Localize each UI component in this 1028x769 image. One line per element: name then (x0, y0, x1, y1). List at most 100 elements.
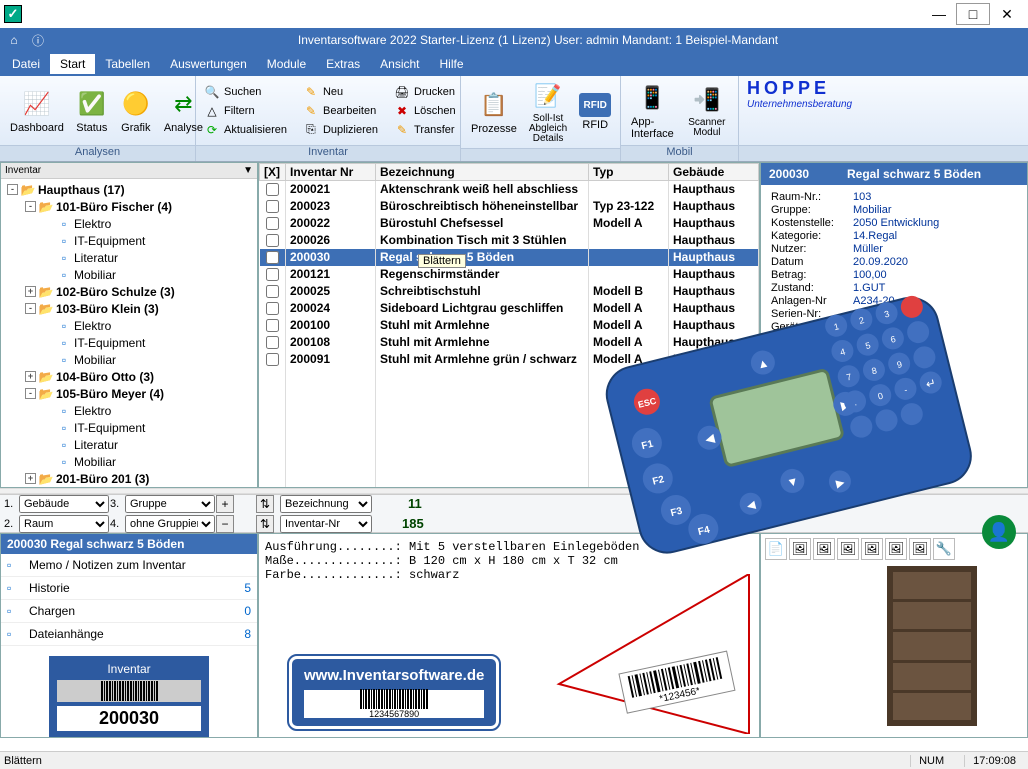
loeschen-button[interactable]: ✖Löschen (390, 102, 460, 120)
tree-leaf[interactable]: ▫Mobiliar (3, 453, 255, 470)
maximize-button[interactable]: □ (956, 3, 990, 25)
grid-pane[interactable]: [X]Inventar NrBezeichnungTypGebäude20002… (258, 162, 760, 488)
grafik-button[interactable]: 🟡Grafik (114, 86, 158, 136)
row-checkbox[interactable] (266, 183, 279, 196)
tree-folder[interactable]: +📂104-Büro Otto (3) (3, 368, 255, 385)
tree-leaf[interactable]: ▫Elektro (3, 215, 255, 232)
table-row[interactable]: 200026Kombination Tisch mit 3 StühlenHau… (260, 232, 759, 249)
suchen-button[interactable]: 🔍Suchen (200, 83, 291, 101)
menu-extras[interactable]: Extras (316, 54, 370, 74)
menu-tabellen[interactable]: Tabellen (95, 54, 160, 74)
filter-1[interactable]: Gebäude (19, 495, 109, 513)
remove-filter-button[interactable]: − (216, 515, 234, 533)
tool-1[interactable]: 🖼 (789, 538, 811, 560)
menu-auswertungen[interactable]: Auswertungen (160, 54, 257, 74)
row-checkbox[interactable] (266, 353, 279, 366)
row-checkbox[interactable] (266, 234, 279, 247)
info-item[interactable]: ▫Historie5 (1, 577, 257, 600)
row-checkbox[interactable] (266, 319, 279, 332)
tree-body[interactable]: -📂Haupthaus (17)-📂101-Büro Fischer (4)▫E… (1, 179, 257, 487)
drucken-button[interactable]: 🖨Drucken (390, 83, 460, 101)
table-row[interactable]: 200024Sideboard Lichtgrau geschliffenMod… (260, 300, 759, 317)
tool-2[interactable]: 🖼 (813, 538, 835, 560)
aktualisieren-button[interactable]: ⟳Aktualisieren (200, 121, 291, 139)
table-row[interactable]: 200121RegenschirmständerHaupthaus (260, 266, 759, 283)
tree-folder[interactable]: -📂103-Büro Klein (3) (3, 300, 255, 317)
minimize-button[interactable]: — (922, 3, 956, 25)
prozesse-button[interactable]: 📋Prozesse (465, 87, 523, 137)
dashboard-button[interactable]: 📈Dashboard (4, 86, 70, 136)
info-item[interactable]: ▫Chargen0 (1, 600, 257, 623)
row-checkbox[interactable] (266, 268, 279, 281)
scanner-modul-button[interactable]: 📲Scanner Modul (680, 82, 734, 140)
table-row[interactable]: 200100Stuhl mit ArmlehneModell AHaupthau… (260, 317, 759, 334)
row-checkbox[interactable] (266, 302, 279, 315)
col-header[interactable]: Typ (589, 164, 669, 181)
filter-3[interactable]: Gruppe (125, 495, 215, 513)
row-checkbox[interactable] (266, 336, 279, 349)
tree-folder[interactable]: -📂105-Büro Meyer (4) (3, 385, 255, 402)
sort-2[interactable]: Inventar-Nr (280, 515, 372, 533)
user-badge-icon[interactable]: 👤 (982, 515, 1016, 549)
row-checkbox[interactable] (266, 285, 279, 298)
menu-start[interactable]: Start (50, 54, 95, 74)
table-row[interactable]: 200108Stuhl mit ArmlehneModell AHaupthau… (260, 334, 759, 351)
tool-wrench[interactable]: 🔧 (933, 538, 955, 560)
sollist-button[interactable]: 📝Soll-Ist Abgleich Details (523, 78, 573, 146)
table-row[interactable]: 200023Büroschreibtisch höheneinstellbarT… (260, 198, 759, 215)
tool-3[interactable]: 🖼 (837, 538, 859, 560)
pdf-icon[interactable]: 📄 (765, 538, 787, 560)
table-row[interactable]: 200091Stuhl mit Armlehne grün / schwarzM… (260, 351, 759, 368)
filter-2[interactable]: Raum (19, 515, 109, 533)
col-header[interactable]: Bezeichnung (376, 164, 589, 181)
rfid-button[interactable]: RFIDRFID (573, 91, 617, 133)
table-row[interactable]: 200022Bürostuhl ChefsesselModell AHaupth… (260, 215, 759, 232)
tree-leaf[interactable]: ▫Elektro (3, 317, 255, 334)
row-checkbox[interactable] (266, 217, 279, 230)
sort-dir-1[interactable]: ⇅ (256, 495, 274, 513)
tree-leaf[interactable]: ▫Elektro (3, 402, 255, 419)
tool-6[interactable]: 🖼 (909, 538, 931, 560)
table-row[interactable]: 200030Regal schwarz 5 BödenHaupthaus (260, 249, 759, 266)
close-button[interactable]: ✕ (990, 3, 1024, 25)
menu-ansicht[interactable]: Ansicht (370, 54, 429, 74)
app-interface-button[interactable]: 📱App-Interface (625, 80, 680, 142)
tree-leaf[interactable]: ▫Mobiliar (3, 351, 255, 368)
tree-leaf[interactable]: ▫Literatur (3, 436, 255, 453)
table-row[interactable]: 200021Aktenschrank weiß hell abschliessH… (260, 181, 759, 198)
tool-4[interactable]: 🖼 (861, 538, 883, 560)
tool-5[interactable]: 🖼 (885, 538, 907, 560)
tree-folder[interactable]: +📂201-Büro 201 (3) (3, 470, 255, 487)
col-header[interactable]: Inventar Nr (286, 164, 376, 181)
table-row[interactable]: 200025SchreibtischstuhlModell BHaupthaus (260, 283, 759, 300)
col-header[interactable]: Gebäude (669, 164, 759, 181)
status-button[interactable]: ✅Status (70, 86, 114, 136)
tree-folder[interactable]: -📂101-Büro Fischer (4) (3, 198, 255, 215)
col-header[interactable]: [X] (260, 164, 286, 181)
filtern-button[interactable]: △Filtern (200, 102, 291, 120)
bearbeiten-button[interactable]: ✎Bearbeiten (299, 102, 382, 120)
add-filter-button[interactable]: + (216, 495, 234, 513)
tree-leaf[interactable]: ▫IT-Equipment (3, 419, 255, 436)
tree-leaf[interactable]: ▫Mobiliar (3, 266, 255, 283)
sort-dir-2[interactable]: ⇅ (256, 515, 274, 533)
neu-button[interactable]: ✎Neu (299, 83, 382, 101)
info-item[interactable]: ▫Dateianhänge8 (1, 623, 257, 646)
row-checkbox[interactable] (266, 200, 279, 213)
sort-1[interactable]: Bezeichnung (280, 495, 372, 513)
filter-4[interactable]: ohne Gruppierung (125, 515, 215, 533)
tree-folder[interactable]: +📂102-Büro Schulze (3) (3, 283, 255, 300)
transfer-button[interactable]: ✎Transfer (390, 121, 460, 139)
info-icon[interactable]: ⓘ (30, 32, 46, 48)
duplizieren-button[interactable]: ⎘Duplizieren (299, 121, 382, 139)
menu-datei[interactable]: Datei (2, 54, 50, 74)
tree-leaf[interactable]: ▫IT-Equipment (3, 334, 255, 351)
menu-hilfe[interactable]: Hilfe (430, 54, 474, 74)
home-icon[interactable]: ⌂ (6, 32, 22, 48)
tree-folder[interactable]: -📂Haupthaus (17) (3, 181, 255, 198)
tree-leaf[interactable]: ▫IT-Equipment (3, 232, 255, 249)
info-item[interactable]: ▫Memo / Notizen zum Inventar (1, 554, 257, 577)
row-checkbox[interactable] (266, 251, 279, 264)
tree-leaf[interactable]: ▫Literatur (3, 249, 255, 266)
menu-module[interactable]: Module (257, 54, 316, 74)
